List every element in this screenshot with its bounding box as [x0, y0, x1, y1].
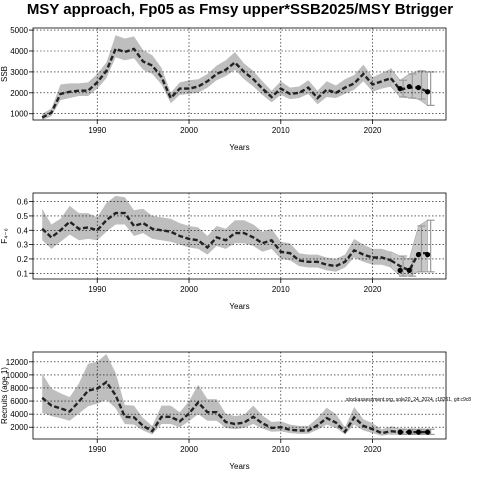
x-tick-label: 2000 — [180, 126, 198, 135]
projection-point — [406, 429, 412, 435]
x-axis-label: Years — [229, 302, 249, 311]
projection-point — [397, 86, 403, 92]
y-tick-label: 10000 — [6, 371, 29, 380]
projection-point — [415, 84, 422, 91]
projection-point — [415, 429, 422, 435]
panel-ssb: 1990 2000 2010 2020 1000 2000 3000 4000 5000 Year… — [0, 26, 447, 152]
y-tick-label: 3000 — [10, 68, 28, 77]
median-line — [41, 211, 392, 268]
y-tick-label: 0.3 — [17, 241, 29, 250]
x-tick-label: 2020 — [364, 445, 382, 454]
y-tick-label: 4000 — [10, 410, 28, 419]
projection-point — [397, 267, 403, 273]
y-tick-label: 0.4 — [17, 226, 29, 235]
x-tick-label: 2020 — [364, 126, 382, 135]
x-tick-label: 1990 — [88, 126, 106, 135]
y-axis-label: Recruits (age 1) — [0, 367, 9, 424]
panel-recruits: 1990 2000 2010 2020 2000 4000 6000 8000 10000 120… — [0, 351, 471, 471]
y-tick-label: 0.2 — [17, 255, 29, 264]
projection-point — [425, 429, 431, 435]
plot-frame — [32, 27, 447, 121]
x-tick-label: 2010 — [272, 445, 290, 454]
y-tick-label: 5000 — [10, 26, 28, 35]
median-line — [41, 47, 392, 119]
y-tick-label: 2000 — [10, 89, 28, 98]
x-axis-label: Years — [229, 462, 249, 471]
projection-point — [406, 267, 412, 273]
x-tick-label: 2010 — [272, 285, 290, 294]
y-tick-label: 4000 — [10, 47, 28, 56]
projection-point — [397, 429, 403, 435]
plot-frame — [32, 351, 447, 440]
x-tick-label: 2000 — [180, 285, 198, 294]
projection-point — [425, 252, 431, 258]
plot-frame — [32, 192, 447, 280]
y-tick-label: 0.1 — [17, 269, 29, 278]
y-tick-label: 6000 — [10, 397, 28, 406]
projection-band — [390, 219, 428, 277]
projection-point — [406, 83, 412, 90]
x-tick-label: 2010 — [272, 126, 290, 135]
median-line — [41, 380, 392, 435]
x-axis-label: Years — [229, 143, 249, 152]
y-tick-label: 12000 — [6, 358, 29, 367]
y-tick-label: 1000 — [10, 110, 28, 119]
y-axis-label: F₄₋₆ — [0, 228, 9, 244]
projection-point — [425, 89, 431, 95]
y-tick-label: 2000 — [10, 423, 28, 432]
chart-title: MSY approach, Fp05 as Fmsy upper*SSB2025… — [27, 1, 453, 18]
x-tick-label: 1990 — [88, 445, 106, 454]
x-tick-label: 1990 — [88, 285, 106, 294]
y-tick-label: 0.5 — [17, 212, 29, 221]
confidence-band — [42, 354, 391, 436]
x-tick-label: 2000 — [180, 445, 198, 454]
projection-point — [415, 252, 422, 258]
source-annotation: stockassessment.org, sole20_24_2024, r18… — [346, 397, 471, 403]
y-tick-label: 8000 — [10, 384, 28, 393]
y-tick-label: 0.6 — [17, 198, 29, 207]
confidence-band — [42, 195, 391, 272]
panel-fishing-mortality: 1990 2000 2010 2020 0.1 0.2 0.3 0.4 0.5 0.6 Years F… — [0, 192, 447, 311]
confidence-band — [42, 35, 391, 120]
x-tick-label: 2020 — [364, 285, 382, 294]
y-axis-label: SSB — [0, 66, 9, 82]
